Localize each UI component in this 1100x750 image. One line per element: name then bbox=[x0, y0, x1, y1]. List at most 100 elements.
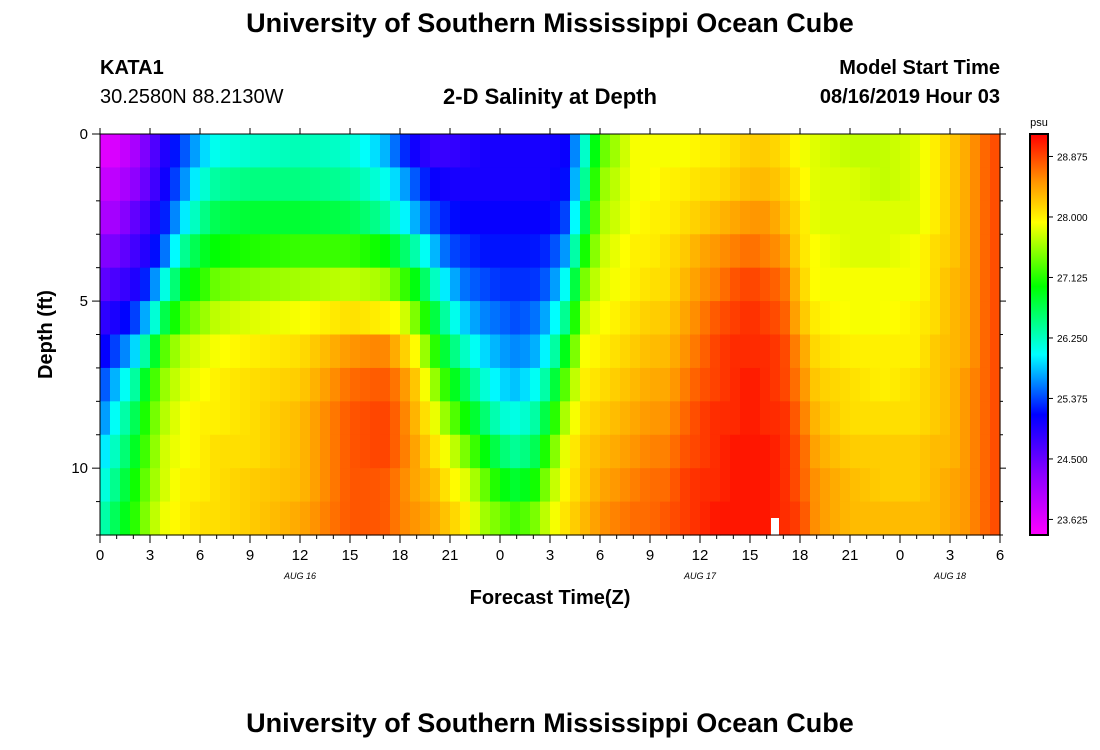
heatmap-cell bbox=[450, 368, 461, 402]
heatmap-cell bbox=[810, 134, 821, 168]
heatmap-cell bbox=[660, 468, 671, 502]
heatmap-cell bbox=[750, 134, 761, 168]
heatmap-cell bbox=[770, 134, 781, 168]
heatmap-cell bbox=[300, 301, 311, 335]
heatmap-cell bbox=[730, 234, 741, 268]
heatmap-cell bbox=[410, 301, 421, 335]
heatmap-cell bbox=[220, 301, 231, 335]
heatmap-cell bbox=[150, 134, 161, 168]
heatmap-cell bbox=[680, 134, 691, 168]
heatmap-cell bbox=[980, 502, 991, 536]
heatmap-cell bbox=[330, 301, 341, 335]
heatmap-cell bbox=[530, 134, 541, 168]
heatmap-cell bbox=[260, 468, 271, 502]
x-tick-label: 18 bbox=[792, 547, 809, 564]
heatmap-cell bbox=[620, 468, 631, 502]
heatmap-cell bbox=[660, 335, 671, 369]
heatmap-cell bbox=[910, 335, 921, 369]
heatmap-cell bbox=[910, 502, 921, 536]
heatmap-cell bbox=[740, 268, 751, 302]
heatmap-cell bbox=[140, 502, 151, 536]
heatmap-cell bbox=[910, 234, 921, 268]
heatmap-cell bbox=[700, 502, 711, 536]
heatmap-cell bbox=[870, 502, 881, 536]
heatmap-cell bbox=[280, 401, 291, 435]
heatmap-cell bbox=[550, 301, 561, 335]
heatmap-cell bbox=[490, 435, 501, 469]
heatmap-cell bbox=[470, 335, 481, 369]
heatmap-cell bbox=[770, 268, 781, 302]
heatmap-cell bbox=[810, 234, 821, 268]
heatmap-cell bbox=[130, 234, 141, 268]
x-day-label: AUG 18 bbox=[933, 571, 966, 581]
x-tick-label: 0 bbox=[96, 547, 104, 564]
heatmap-cell bbox=[350, 301, 361, 335]
heatmap-cell bbox=[710, 268, 721, 302]
heatmap-cell bbox=[500, 435, 511, 469]
heatmap-cell bbox=[320, 268, 331, 302]
heatmap-cell bbox=[840, 301, 851, 335]
heatmap-cell bbox=[760, 502, 771, 536]
heatmap-cell bbox=[220, 435, 231, 469]
heatmap-cell bbox=[800, 234, 811, 268]
heatmap-cell bbox=[740, 234, 751, 268]
heatmap-cell bbox=[410, 134, 421, 168]
heatmap-cell bbox=[240, 435, 251, 469]
heatmap-cell bbox=[470, 468, 481, 502]
heatmap-cell bbox=[620, 335, 631, 369]
heatmap-cell bbox=[490, 301, 501, 335]
heatmap-cell bbox=[360, 368, 371, 402]
heatmap-cell bbox=[510, 268, 521, 302]
heatmap-cell bbox=[610, 201, 621, 235]
heatmap-cell bbox=[730, 268, 741, 302]
x-tick-label: 15 bbox=[342, 547, 359, 564]
heatmap-cell bbox=[600, 134, 611, 168]
heatmap-cell bbox=[400, 435, 411, 469]
heatmap-cell bbox=[770, 401, 781, 435]
heatmap-cell bbox=[700, 134, 711, 168]
heatmap-cell bbox=[420, 468, 431, 502]
heatmap-cell bbox=[600, 368, 611, 402]
heatmap-cell bbox=[530, 234, 541, 268]
heatmap-cell bbox=[130, 167, 141, 201]
heatmap-cell bbox=[950, 401, 961, 435]
heatmap-cell bbox=[110, 502, 121, 536]
heatmap-cell bbox=[820, 435, 831, 469]
heatmap-cell bbox=[870, 167, 881, 201]
heatmap-cell bbox=[800, 201, 811, 235]
heatmap-cell bbox=[680, 234, 691, 268]
heatmap-cell bbox=[380, 234, 391, 268]
heatmap-cell bbox=[120, 435, 131, 469]
heatmap-cell bbox=[380, 435, 391, 469]
heatmap-cell bbox=[210, 301, 221, 335]
heatmap-cell bbox=[790, 368, 801, 402]
heatmap-cell bbox=[990, 401, 1001, 435]
heatmap-cell bbox=[260, 502, 271, 536]
heatmap-cell bbox=[280, 167, 291, 201]
heatmap-cell bbox=[490, 468, 501, 502]
heatmap-cell bbox=[900, 201, 911, 235]
heatmap-cell bbox=[770, 468, 781, 502]
heatmap-cell bbox=[170, 468, 181, 502]
heatmap-cell bbox=[880, 167, 891, 201]
heatmap-cell bbox=[510, 468, 521, 502]
heatmap-cell bbox=[910, 167, 921, 201]
heatmap-cell bbox=[960, 335, 971, 369]
heatmap-cell bbox=[180, 502, 191, 536]
heatmap-cell bbox=[640, 368, 651, 402]
heatmap-cell bbox=[650, 301, 661, 335]
heatmap-cell bbox=[170, 401, 181, 435]
heatmap-cell bbox=[680, 368, 691, 402]
heatmap-cell bbox=[520, 201, 531, 235]
heatmap-cell bbox=[910, 268, 921, 302]
heatmap-cell bbox=[970, 435, 981, 469]
heatmap-cell bbox=[480, 201, 491, 235]
heatmap-cell bbox=[700, 201, 711, 235]
heatmap-cell bbox=[150, 201, 161, 235]
heatmap-cell bbox=[830, 435, 841, 469]
heatmap-cell bbox=[820, 368, 831, 402]
heatmap-cell bbox=[120, 401, 131, 435]
heatmap-cell bbox=[110, 201, 121, 235]
heatmap-cell bbox=[460, 268, 471, 302]
heatmap-cell bbox=[490, 368, 501, 402]
